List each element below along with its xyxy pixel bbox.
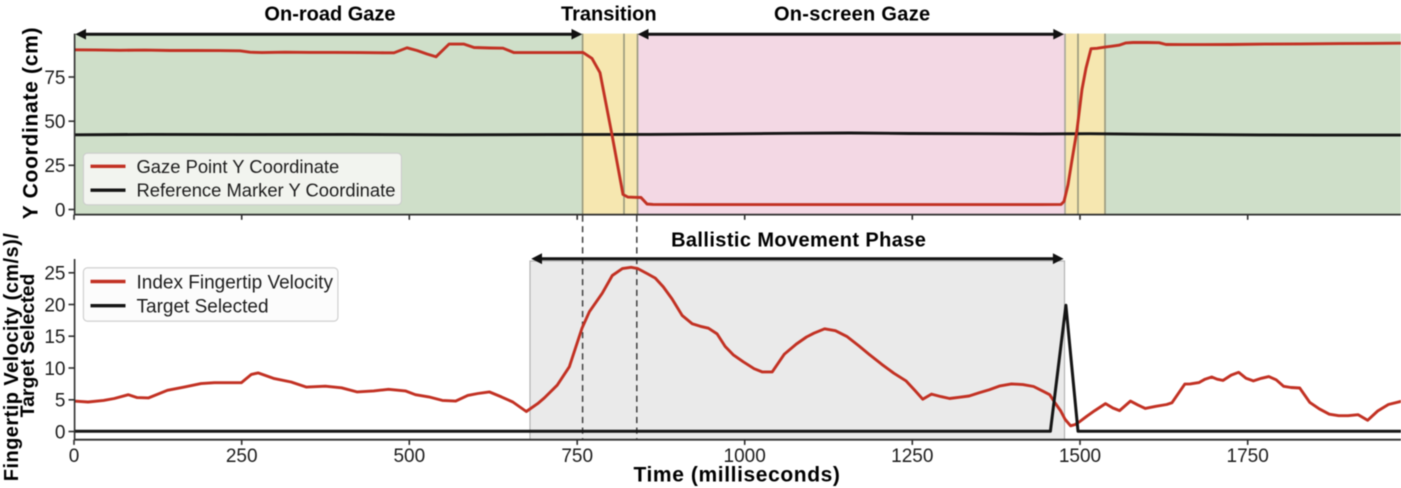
svg-text:5: 5 — [55, 391, 66, 412]
svg-text:15: 15 — [44, 327, 65, 348]
svg-text:10: 10 — [44, 359, 65, 380]
svg-text:0: 0 — [69, 446, 80, 467]
svg-text:0: 0 — [55, 200, 66, 221]
svg-text:1750: 1750 — [1227, 446, 1269, 467]
svg-text:50: 50 — [44, 112, 65, 133]
svg-text:Y Coordinate (cm): Y Coordinate (cm) — [20, 27, 43, 219]
svg-text:Gaze Point Y Coordinate: Gaze Point Y Coordinate — [137, 156, 340, 177]
svg-text:Fingertip Velocity (cm/s)/: Fingertip Velocity (cm/s)/ — [1, 233, 23, 481]
svg-text:25: 25 — [44, 156, 65, 177]
svg-text:0: 0 — [55, 422, 66, 443]
svg-text:20: 20 — [44, 295, 65, 316]
svg-text:750: 750 — [561, 446, 593, 467]
svg-text:Target Selected: Target Selected — [17, 274, 39, 418]
svg-text:Index Fingertip Velocity: Index Fingertip Velocity — [137, 272, 334, 293]
svg-text:Ballistic Movement Phase: Ballistic Movement Phase — [671, 230, 926, 252]
svg-text:500: 500 — [393, 446, 425, 467]
svg-text:Time (milliseconds): Time (milliseconds) — [633, 464, 840, 487]
svg-text:On-road Gaze: On-road Gaze — [264, 3, 395, 25]
svg-text:Reference Marker Y Coordinate: Reference Marker Y Coordinate — [137, 180, 396, 201]
svg-text:75: 75 — [44, 68, 65, 89]
svg-text:1250: 1250 — [891, 446, 933, 467]
svg-text:Target Selected: Target Selected — [137, 297, 269, 318]
svg-text:25: 25 — [44, 264, 65, 285]
svg-text:On-screen Gaze: On-screen Gaze — [774, 3, 931, 25]
svg-text:250: 250 — [226, 446, 258, 467]
svg-text:1500: 1500 — [1059, 446, 1101, 467]
svg-text:Transition: Transition — [561, 3, 657, 25]
svg-text:1000: 1000 — [724, 446, 766, 467]
